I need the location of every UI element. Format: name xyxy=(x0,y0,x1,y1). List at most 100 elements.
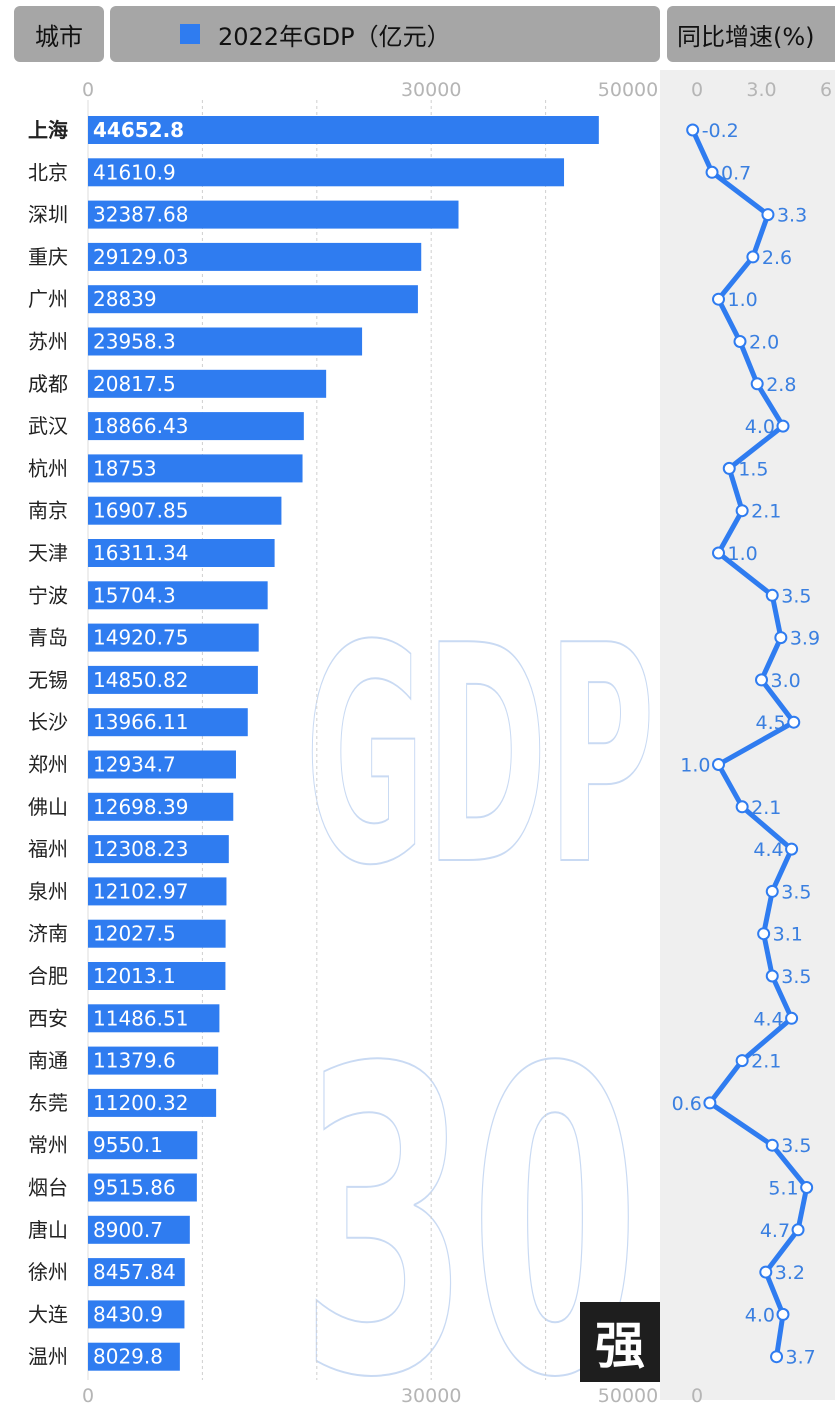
growth-value-label: 2.1 xyxy=(751,501,781,523)
gdp-bar xyxy=(88,750,236,779)
growth-value-label: 1.0 xyxy=(680,755,710,777)
city-label: 北京 xyxy=(28,160,68,184)
x-tick-bottom-1: 30000 xyxy=(401,1385,461,1407)
city-label: 天津 xyxy=(28,541,68,565)
growth-point xyxy=(785,1011,799,1025)
gdp-value-label: 18753 xyxy=(93,456,157,480)
growth-value-label: 4.0 xyxy=(745,416,775,438)
gdp-value-label: 8029.8 xyxy=(93,1345,163,1369)
growth-point xyxy=(791,1223,805,1237)
x-tick-bottom-0: 0 xyxy=(82,1385,94,1407)
city-label: 唐山 xyxy=(28,1218,68,1242)
growth-point xyxy=(761,208,775,222)
city-label: 宁波 xyxy=(28,583,68,607)
growth-point xyxy=(770,1350,784,1364)
growth-value-label: 2.1 xyxy=(751,1051,781,1073)
gdp-value-label: 14850.82 xyxy=(93,668,188,692)
gdp-value-label: 13966.11 xyxy=(93,710,188,734)
gdp-bar xyxy=(88,285,418,314)
growth-point xyxy=(735,800,749,814)
watermark-badge: 强 xyxy=(580,1302,660,1382)
gdp-bar xyxy=(88,623,259,652)
gdp-value-label: 12027.5 xyxy=(93,922,176,946)
city-label: 青岛 xyxy=(28,626,68,650)
city-label: 无锡 xyxy=(28,668,68,692)
city-label: 南通 xyxy=(28,1049,68,1073)
city-label: 广州 xyxy=(28,287,68,311)
growth-value-label: 2.0 xyxy=(749,332,779,354)
gdp-value-label: 20817.5 xyxy=(93,372,176,396)
city-label: 泉州 xyxy=(28,879,68,903)
growth-value-label: -0.2 xyxy=(702,120,739,142)
gdp-value-label: 8430.9 xyxy=(93,1302,163,1326)
growth-point xyxy=(800,1181,814,1194)
growth-value-label: 2.8 xyxy=(766,374,796,396)
growth-point xyxy=(757,927,771,941)
gdp-bar xyxy=(88,708,248,737)
growth-value-label: 2.1 xyxy=(751,797,781,819)
gdp-value-label: 23958.3 xyxy=(93,330,176,354)
gdp-bar xyxy=(88,200,459,229)
city-label: 合肥 xyxy=(28,964,68,988)
growth-value-label: 4.7 xyxy=(760,1220,790,1242)
growth-column-header: 同比增速(%) xyxy=(667,6,835,62)
growth-point xyxy=(712,546,725,560)
growth-point xyxy=(776,1307,790,1321)
growth-tick-top-1: 3.0 xyxy=(746,79,776,101)
gdp-value-label: 8457.84 xyxy=(93,1260,176,1284)
growth-panel-background xyxy=(660,70,835,1400)
growth-point xyxy=(735,504,749,518)
city-label: 杭州 xyxy=(28,456,68,480)
growth-tick-bottom-0: 0 xyxy=(691,1385,703,1407)
growth-value-label: 3.9 xyxy=(790,628,820,650)
growth-point xyxy=(765,884,779,898)
city-label: 郑州 xyxy=(28,753,68,777)
gdp-bar xyxy=(88,1215,190,1244)
gdp-bar xyxy=(88,1342,180,1371)
growth-value-label: 3.5 xyxy=(781,1135,811,1157)
growth-line xyxy=(690,128,810,1358)
city-label: 苏州 xyxy=(28,330,68,354)
gdp-value-label: 32387.68 xyxy=(93,203,188,227)
growth-value-label: 1.0 xyxy=(728,289,758,311)
growth-value-label: 3.5 xyxy=(781,966,811,988)
gdp-value-label: 12308.23 xyxy=(93,837,188,861)
legend-swatch xyxy=(180,24,200,44)
growth-value-label: 4.5 xyxy=(756,712,786,734)
gdp-value-label: 11200.32 xyxy=(93,1091,188,1115)
city-label: 济南 xyxy=(28,922,68,946)
gdp-bar xyxy=(88,1088,217,1117)
city-label: 东莞 xyxy=(28,1091,68,1115)
gdp-bar xyxy=(88,919,226,948)
growth-value-label: 3.5 xyxy=(781,585,811,607)
city-label: 西安 xyxy=(28,1006,68,1030)
growth-point xyxy=(765,1138,779,1152)
gdp-bar xyxy=(88,1046,219,1075)
growth-value-label: 3.0 xyxy=(771,670,801,692)
gdp-value-label: 14920.75 xyxy=(93,626,188,650)
gdp-bar xyxy=(88,158,565,187)
growth-header-label: 同比增速(%) xyxy=(677,22,815,51)
city-label: 武汉 xyxy=(28,414,68,438)
gdp-bar xyxy=(88,792,234,821)
growth-value-label: 0.7 xyxy=(721,162,751,184)
growth-value-label: 1.0 xyxy=(728,543,758,565)
growth-point xyxy=(765,969,779,983)
gdp-value-label: 11486.51 xyxy=(93,1006,188,1030)
growth-value-label: 2.6 xyxy=(762,247,792,269)
gdp-column-header: 2022年GDP（亿元） xyxy=(110,6,660,62)
growth-point xyxy=(712,758,725,771)
gdp-bar xyxy=(88,1131,198,1160)
gdp-value-label: 12934.7 xyxy=(93,753,176,777)
growth-point xyxy=(785,842,799,856)
gdp-value-label: 12013.1 xyxy=(93,964,176,988)
gdp-header-label: 2022年GDP（亿元） xyxy=(218,22,451,51)
x-tick-top-2: 50000 xyxy=(598,79,658,101)
x-tick-top-0: 0 xyxy=(82,79,94,101)
growth-value-label: 3.3 xyxy=(777,205,807,227)
x-tick-bottom-2: 50000 xyxy=(598,1385,658,1407)
x-tick-top-1: 30000 xyxy=(401,79,461,101)
gdp-bar xyxy=(88,539,275,567)
growth-point xyxy=(703,1096,717,1110)
growth-value-label: 4.4 xyxy=(753,839,783,861)
